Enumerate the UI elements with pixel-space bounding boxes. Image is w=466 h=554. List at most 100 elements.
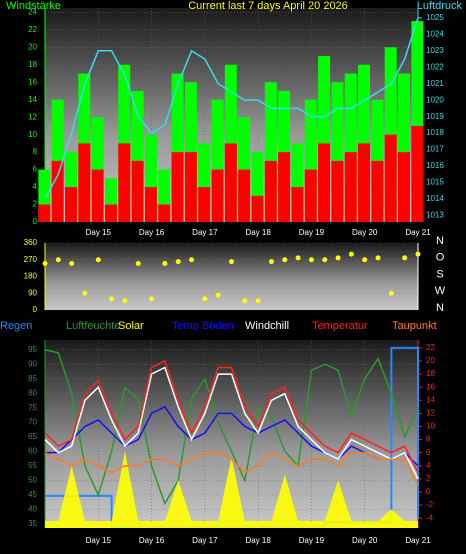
y-tick-label: 270 (24, 255, 38, 264)
bar (51, 160, 64, 222)
point (82, 290, 88, 296)
y-tick-label: 95 (28, 345, 37, 354)
bar (64, 187, 77, 222)
legend-label: Regen (0, 320, 32, 332)
bar (198, 187, 211, 222)
y-tick-label: 90 (28, 359, 37, 368)
bar (171, 152, 184, 222)
bar (251, 152, 264, 222)
bar (158, 169, 171, 222)
y2-tick-label: 2 (426, 474, 431, 483)
x-tick-label: Day 18 (245, 228, 271, 237)
x-tick-label: Day 17 (192, 536, 218, 545)
y-tick-label: 180 (24, 272, 38, 281)
y-tick-label: 70 (28, 418, 37, 427)
y2-tick-label: 1013 (426, 211, 444, 220)
bar (104, 204, 117, 222)
bar (91, 117, 104, 222)
y-tick-label: 50 (28, 476, 37, 485)
x-tick-label: Day 19 (299, 536, 325, 545)
compass-label: S (436, 268, 443, 280)
point (388, 290, 394, 296)
x-tick-label: Day 20 (352, 536, 378, 545)
y2-tick-label: 4 (426, 461, 431, 470)
bar (318, 143, 331, 222)
point (322, 257, 328, 263)
y-tick-label: 90 (28, 288, 37, 297)
y-tick-label: 45 (28, 490, 37, 499)
line (44, 366, 419, 480)
bar (251, 195, 264, 222)
y-tick-label: 40 (28, 505, 37, 514)
compass-label: N (436, 235, 444, 247)
bar (291, 143, 304, 222)
y-tick-label: 12 (28, 112, 37, 121)
bar (158, 204, 171, 222)
y2-tick-label: 16 (426, 382, 435, 391)
y-tick-label: 360 (24, 238, 38, 247)
legend-label: Solar (118, 320, 144, 332)
y2-tick-label: 12 (426, 408, 435, 417)
bar (411, 125, 424, 222)
y2-tick-label: -2 (426, 500, 434, 509)
bar (144, 187, 157, 222)
bar (344, 73, 357, 223)
bar (318, 56, 331, 222)
bar (238, 117, 251, 222)
bar (264, 160, 277, 222)
y-axis-label: Windstärke (6, 0, 61, 12)
x-tick-label: Day 16 (139, 536, 165, 545)
compass-label: O (436, 252, 445, 264)
y2-tick-label: 22 (426, 343, 435, 352)
bar (304, 169, 317, 222)
compass-label: W (435, 285, 446, 297)
y2-tick-label: -4 (426, 513, 434, 522)
y-tick-label: 6 (33, 165, 38, 174)
y2-tick-label: 1015 (426, 178, 444, 187)
y-tick-label: 55 (28, 461, 37, 470)
bar (184, 82, 197, 222)
y-tick-label: 16 (28, 77, 37, 86)
legend-label: Temperatur (312, 320, 368, 332)
y2-tick-label: 1023 (426, 46, 444, 55)
point (122, 298, 128, 304)
point (55, 257, 61, 263)
point (69, 260, 75, 266)
bar (384, 134, 397, 222)
y-tick-label: 2 (33, 200, 38, 209)
y-tick-label: 65 (28, 432, 37, 441)
point (308, 257, 314, 263)
point (149, 296, 155, 302)
bar (358, 143, 371, 222)
y2-tick-label: 1022 (426, 62, 444, 71)
y2-axis-label: Luftdruck (417, 0, 463, 12)
bar (278, 152, 291, 222)
line (44, 451, 419, 486)
line (45, 405, 419, 467)
bar (264, 82, 277, 222)
point (375, 255, 381, 261)
point (135, 260, 141, 266)
x-tick-label: Day 17 (192, 228, 218, 237)
bar (371, 160, 384, 222)
point (255, 298, 261, 304)
y2-tick-label: 1016 (426, 161, 444, 170)
line (44, 359, 419, 473)
bar (91, 169, 104, 222)
bar (118, 143, 131, 222)
point (229, 259, 234, 265)
x-tick-label: Day 18 (245, 536, 271, 545)
point (215, 292, 221, 298)
bar (104, 178, 117, 222)
point (415, 251, 421, 257)
y-tick-label: 24 (28, 7, 37, 16)
x-tick-label: Day 15 (86, 536, 112, 545)
bar (78, 143, 91, 222)
bar (238, 169, 251, 222)
y2-tick-label: 6 (426, 448, 431, 457)
y-tick-label: 20 (28, 42, 37, 51)
bar (131, 160, 144, 222)
x-tick-label: Day 15 (86, 228, 112, 237)
bar (398, 152, 411, 222)
x-tick-label: Day 20 (352, 228, 378, 237)
